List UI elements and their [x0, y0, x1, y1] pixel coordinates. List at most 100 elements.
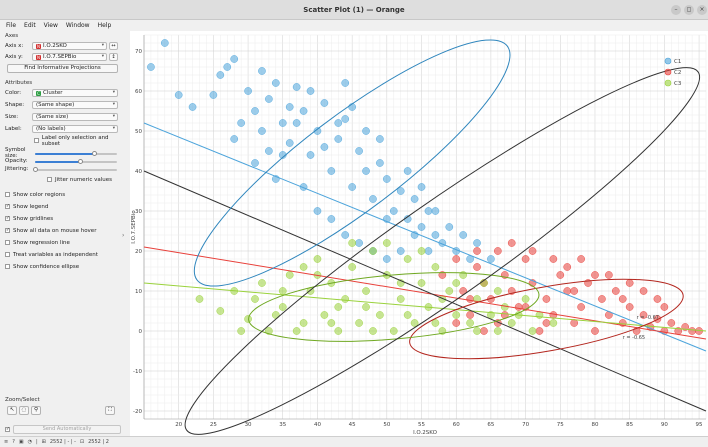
report-icon[interactable]: ▣ — [18, 439, 24, 445]
menu-window[interactable]: Window — [65, 22, 90, 29]
data-point-c2 — [514, 303, 523, 311]
option-show-legend[interactable]: ✓ Show legend — [5, 203, 48, 210]
fit-view-icon: ⛶ — [108, 407, 112, 413]
x-tick-label: 30 — [245, 422, 252, 428]
data-point-c1 — [251, 107, 259, 115]
legend-label-c2: C2 — [674, 70, 681, 76]
data-point-c3 — [292, 327, 301, 335]
opacity-slider[interactable] — [35, 159, 117, 164]
option-show-all-data-on-hover[interactable]: ✓ Show all data on mouse hover — [5, 227, 96, 234]
data-point-c1 — [348, 183, 356, 191]
option-label: Show confidence ellipse — [13, 263, 80, 270]
data-point-c2 — [639, 287, 648, 295]
option-show-color-regions[interactable]: Show color regions — [5, 191, 65, 198]
label-label: Label: — [5, 126, 22, 132]
menu-file[interactable]: File — [6, 22, 17, 29]
axis-y-value: I.O.7.SEPBio — [43, 54, 77, 60]
size-combo[interactable]: (Same size) ▾ — [32, 113, 118, 121]
jitter-numeric-checkbox[interactable]: Jitter numeric values — [47, 176, 112, 183]
option-show-confidence-ellipse[interactable]: Show confidence ellipse — [5, 263, 79, 270]
data-point-c1 — [403, 167, 412, 175]
data-point-c3 — [369, 247, 377, 255]
data-point-c3 — [355, 319, 363, 327]
y-tick-label: 40 — [135, 169, 142, 175]
data-point-c3 — [396, 295, 405, 303]
label-only-selection-checkbox[interactable]: Label only selection and subset — [34, 134, 122, 147]
menu-edit[interactable]: Edit — [24, 22, 36, 29]
data-point-c2 — [591, 271, 599, 279]
collapse-panel-icon[interactable]: › — [122, 232, 125, 239]
jitter-numeric-text: Jitter numeric values — [55, 176, 113, 183]
minimize-button[interactable]: – — [671, 5, 681, 15]
data-point-c3 — [244, 315, 252, 323]
option-show-regression-line[interactable]: Show regression line — [5, 239, 70, 246]
find-informative-projections-button[interactable]: Find Informative Projections — [7, 64, 118, 73]
data-point-c1 — [459, 231, 468, 239]
checkmark-icon[interactable]: ✓ — [5, 228, 10, 233]
checkbox-box[interactable] — [5, 252, 10, 257]
slider-handle[interactable] — [32, 167, 38, 172]
data-point-c1 — [258, 127, 266, 135]
data-point-c3 — [237, 327, 245, 335]
menu-icon[interactable]: ≡ — [4, 439, 9, 445]
menu-view[interactable]: View — [43, 22, 58, 29]
send-row: ✓ Send Automatically — [5, 425, 121, 434]
plot-area[interactable]: 20 25 30 35 40 45 50 55 60 65 70 75 80 85 90 95 -20 -10 0 1… — [130, 31, 708, 436]
x-tick-label: 65 — [487, 422, 494, 428]
scatter-plot[interactable]: 20 25 30 35 40 45 50 55 60 65 70 75 80 85 90 95 -20 -10 0 1… — [130, 31, 708, 436]
maximize-button[interactable]: ◻ — [684, 5, 694, 15]
help-icon[interactable]: ? — [12, 439, 15, 445]
slider-fill — [35, 153, 95, 155]
swap-vertical-icon[interactable]: ↕ — [109, 53, 118, 61]
data-point-c2 — [598, 295, 606, 303]
option-treat-variables-independent[interactable]: Treat variables as independent — [5, 251, 98, 258]
checkmark-icon[interactable] — [5, 264, 10, 269]
x-tick-label: 35 — [279, 422, 286, 428]
data-point-c1 — [265, 95, 273, 103]
slider-handle[interactable] — [91, 151, 97, 156]
checkmark-icon[interactable] — [5, 240, 10, 245]
zoom-button[interactable]: ⚲ — [31, 406, 41, 415]
data-point-c3 — [417, 247, 426, 255]
y-tick-label: 50 — [135, 129, 142, 135]
data-point-c3 — [195, 295, 204, 303]
checkmark-icon[interactable]: ✓ — [5, 204, 10, 209]
shape-combo[interactable]: (Same shape) ▾ — [32, 101, 118, 109]
checkmark-icon[interactable]: ✓ — [5, 216, 10, 221]
menu-help[interactable]: Help — [97, 22, 112, 29]
data-point-c1 — [396, 187, 405, 195]
data-point-c1 — [320, 143, 329, 151]
size-row: Size: (Same size) ▾ — [5, 113, 118, 121]
checkbox-box[interactable] — [47, 177, 52, 182]
data-point-c3 — [431, 319, 440, 327]
label-combo[interactable]: (No labels) ▾ — [32, 125, 118, 133]
send-automatically-checkbox[interactable]: ✓ — [5, 427, 10, 432]
axis-x-combo[interactable]: N I.O.2SKO ▾ — [32, 42, 107, 50]
close-button[interactable]: × — [697, 5, 707, 15]
data-point-c1 — [313, 127, 322, 135]
data-point-c1 — [299, 107, 308, 115]
data-point-c2 — [549, 255, 558, 263]
send-automatically-button[interactable]: Send Automatically — [13, 425, 121, 434]
axis-y-combo[interactable]: N I.O.7.SEPBio ▾ — [32, 53, 107, 61]
y-tick-label: 70 — [135, 49, 142, 55]
input-data-icon: ⊞ — [41, 439, 46, 445]
data-point-c1 — [431, 231, 440, 239]
lasso-button[interactable]: ◌ — [19, 406, 29, 415]
data-point-c3 — [327, 319, 336, 327]
reset-zoom-button[interactable]: ⛶ — [105, 406, 115, 415]
slider-handle[interactable] — [77, 159, 83, 164]
checkbox-box[interactable] — [5, 192, 10, 197]
symbol-size-slider[interactable] — [35, 151, 117, 156]
data-point-c3 — [285, 271, 294, 279]
option-show-gridlines[interactable]: ✓ Show gridlines — [5, 215, 53, 222]
checkbox-box[interactable] — [34, 138, 39, 143]
select-pointer-button[interactable]: ↖ — [7, 406, 17, 415]
swap-horizontal-icon[interactable]: ↔ — [109, 42, 118, 50]
data-point-c3 — [382, 239, 391, 247]
label-only-selection-text: Label only selection and subset — [41, 134, 109, 147]
graph-icon[interactable]: ◔ — [27, 439, 32, 445]
color-combo[interactable]: C Cluster ▾ — [32, 89, 118, 97]
data-point-c2 — [556, 271, 565, 279]
jittering-slider[interactable] — [32, 167, 117, 172]
